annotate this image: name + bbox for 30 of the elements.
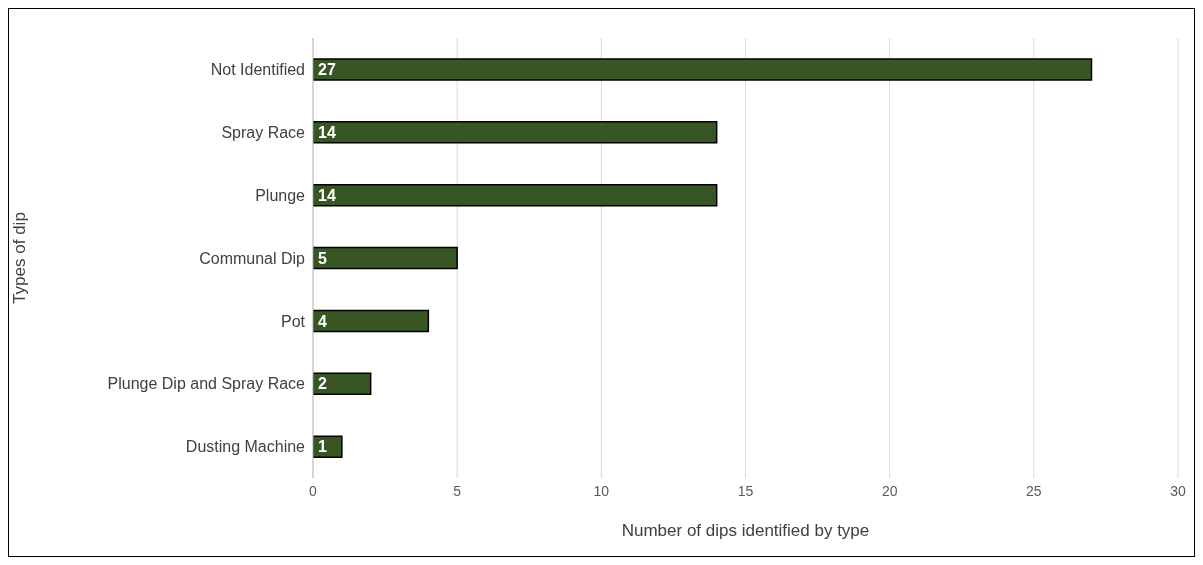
bar bbox=[313, 58, 1093, 81]
x-tick-label: 30 bbox=[1170, 482, 1186, 499]
x-axis-title: Number of dips identified by type bbox=[621, 521, 870, 540]
y-tick-label: Spray Race bbox=[221, 123, 306, 141]
bar bbox=[313, 183, 718, 207]
data-label: 14 bbox=[318, 186, 336, 204]
x-tick-label: 5 bbox=[453, 482, 462, 499]
y-tick-label: Pot bbox=[280, 312, 306, 330]
y-tick-label: Plunge bbox=[255, 186, 306, 204]
data-label: 5 bbox=[318, 249, 327, 267]
x-tick-label: 15 bbox=[737, 482, 754, 499]
bar bbox=[313, 372, 372, 396]
bar bbox=[313, 435, 343, 458]
y-tick-label: Dusting Machine bbox=[185, 438, 306, 456]
data-label: 1 bbox=[318, 438, 327, 456]
x-tick-label: 20 bbox=[881, 482, 898, 499]
bar bbox=[313, 246, 458, 270]
y-tick-label: Plunge Dip and Spray Race bbox=[107, 375, 306, 393]
bar bbox=[313, 121, 718, 144]
x-tick-label: 10 bbox=[593, 482, 610, 499]
y-tick-label: Communal Dip bbox=[199, 249, 306, 267]
data-label: 4 bbox=[318, 312, 327, 330]
y-tick-label: Not Identified bbox=[210, 61, 305, 79]
data-label: 27 bbox=[318, 61, 336, 79]
data-label: 14 bbox=[318, 124, 336, 142]
x-tick-label: 0 bbox=[309, 482, 318, 499]
x-tick-label: 25 bbox=[1026, 482, 1042, 499]
bar bbox=[313, 309, 430, 333]
data-label: 2 bbox=[318, 375, 327, 393]
y-axis-title: Types of dip bbox=[10, 212, 30, 304]
